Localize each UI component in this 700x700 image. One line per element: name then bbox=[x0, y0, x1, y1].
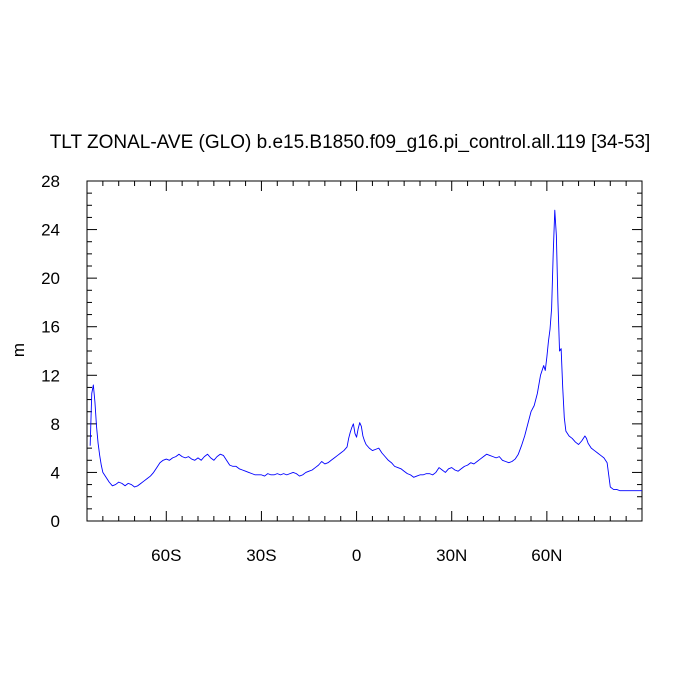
y-tick-label: 8 bbox=[51, 415, 60, 434]
plot-frame bbox=[86, 180, 643, 522]
y-tick-label: 24 bbox=[41, 221, 60, 240]
y-tick-label: 4 bbox=[51, 463, 60, 482]
x-tick-label: 30S bbox=[246, 546, 276, 565]
y-tick-label: 16 bbox=[41, 318, 60, 337]
x-tick-label: 30N bbox=[436, 546, 467, 565]
y-tick-label: 28 bbox=[41, 172, 60, 191]
y-tick-label: 12 bbox=[41, 366, 60, 385]
y-tick-label: 20 bbox=[41, 269, 60, 288]
y-tick-label: 0 bbox=[51, 512, 60, 531]
chart-title: TLT ZONAL-AVE (GLO) b.e15.B1850.f09_g16.… bbox=[49, 132, 651, 153]
x-tick-label: 60N bbox=[531, 546, 562, 565]
series-line bbox=[89, 209, 642, 492]
x-tick-label: 60S bbox=[151, 546, 181, 565]
x-tick-label: 0 bbox=[352, 546, 361, 565]
